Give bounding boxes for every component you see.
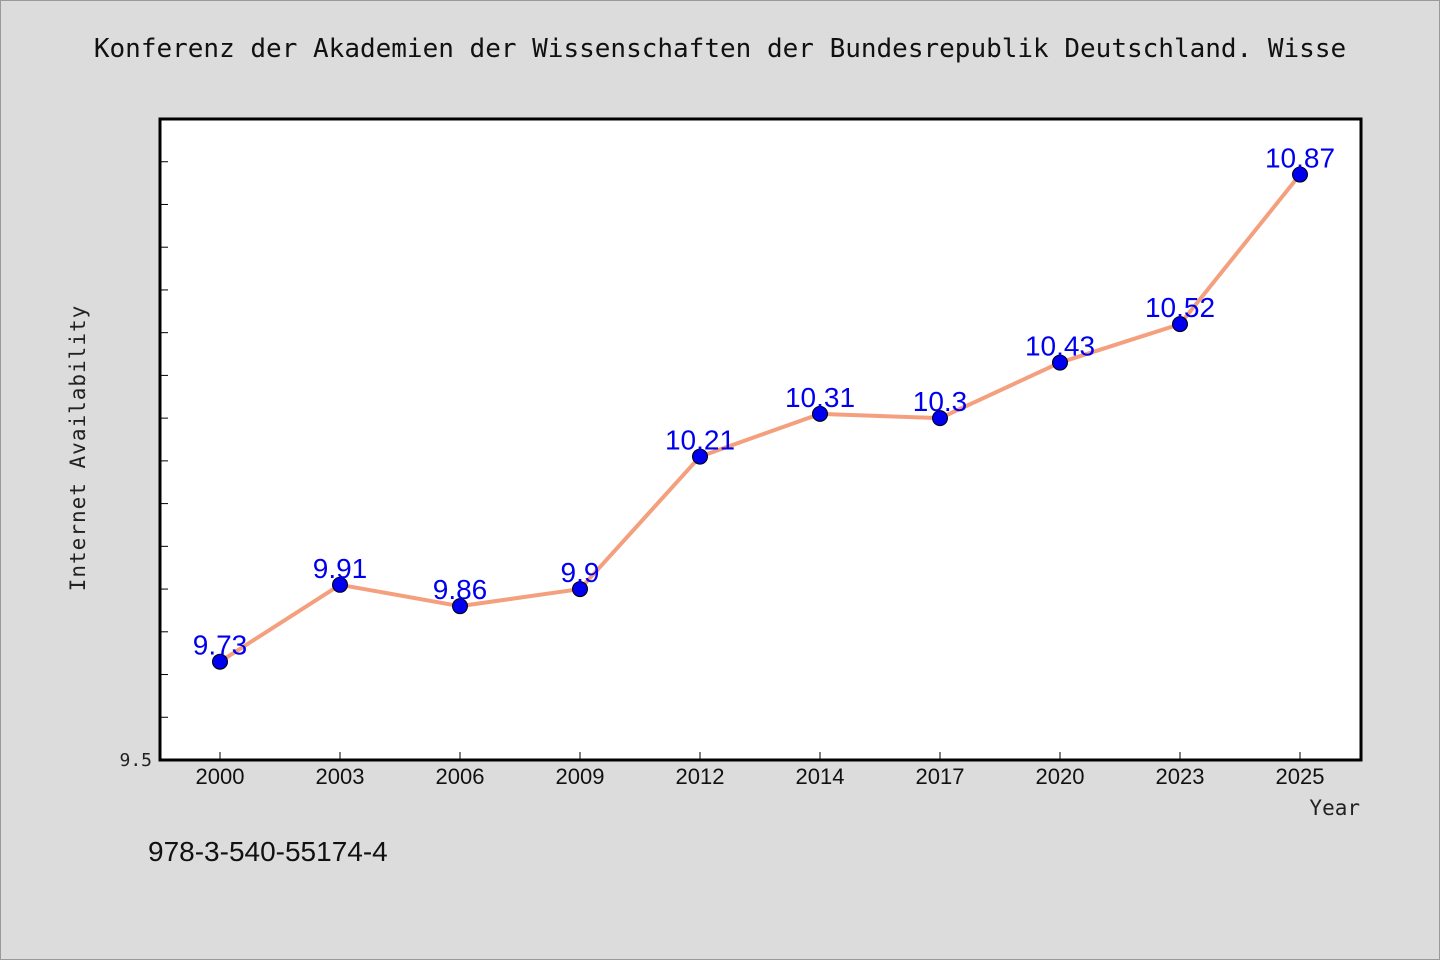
- y-tick-label: 9.5: [119, 750, 152, 771]
- data-label: 10.43: [1025, 331, 1095, 362]
- data-label: 9.73: [193, 630, 248, 661]
- data-label: 10.21: [665, 425, 735, 456]
- x-tick-label: 2014: [796, 764, 845, 789]
- data-point: [932, 410, 948, 427]
- data-point: [452, 598, 468, 615]
- data-point: [1172, 316, 1188, 333]
- chart-title: Konferenz der Akademien der Wissenschaft…: [93, 34, 1347, 64]
- data-label: 9.9: [561, 557, 600, 588]
- data-point: [692, 448, 708, 465]
- x-tick-label: 2009: [556, 764, 605, 789]
- data-point: [212, 653, 228, 670]
- x-tick-label: 2023: [1156, 764, 1205, 789]
- x-tick-label: 2025: [1276, 764, 1325, 789]
- data-label: 10.31: [785, 382, 855, 413]
- x-axis-ticks: 2000 2003 2006 2009 2012 2014 2017 2020 2023 2025: [196, 752, 1325, 789]
- series-line: [218, 173, 1302, 664]
- x-tick-label: 2017: [916, 764, 965, 789]
- data-point: [572, 581, 588, 598]
- data-label: 9.91: [313, 553, 368, 584]
- x-axis-label: Year: [1309, 796, 1360, 820]
- x-tick-label: 2000: [196, 764, 245, 789]
- x-tick-label: 2020: [1036, 764, 1085, 789]
- data-point: [1292, 166, 1308, 183]
- series-points: [212, 166, 1308, 670]
- data-label: 9.86: [433, 574, 488, 605]
- y-axis-label: Internet Availability: [66, 304, 90, 592]
- x-tick-label: 2003: [316, 764, 365, 789]
- data-label: 10.52: [1145, 292, 1215, 323]
- data-point: [812, 405, 828, 422]
- data-point: [332, 576, 348, 593]
- data-label: 10.3: [913, 386, 968, 417]
- data-label: 10.87: [1265, 143, 1335, 174]
- plot-border: [158, 117, 1363, 762]
- x-tick-label: 2012: [676, 764, 725, 789]
- plot-area: [160, 119, 1361, 760]
- footer-isbn: 978-3-540-55174-4: [148, 836, 388, 867]
- x-tick-label: 2006: [436, 764, 485, 789]
- data-point: [1052, 354, 1068, 371]
- data-labels: 9.73 9.91 9.86 9.9 10.21 10.31 10.3 10.43 10.52 1…: [193, 143, 1335, 661]
